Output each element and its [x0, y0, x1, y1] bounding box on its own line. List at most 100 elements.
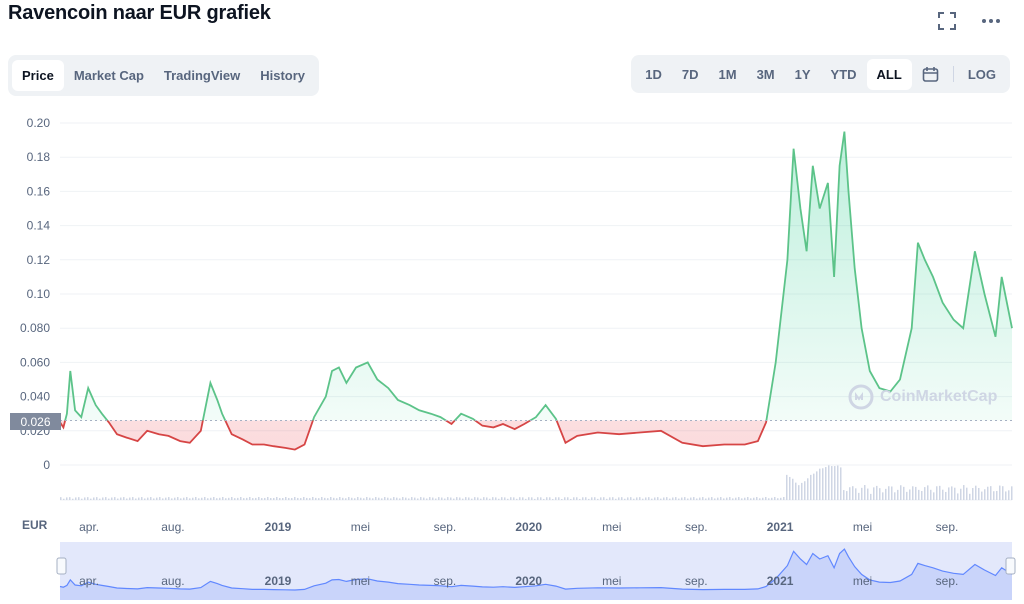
volume-bar	[537, 497, 539, 500]
volume-bar	[861, 487, 863, 500]
volume-bar	[714, 498, 716, 500]
volume-bar	[462, 498, 464, 500]
volume-bar	[72, 498, 74, 500]
tab-tradingview[interactable]: TradingView	[163, 68, 241, 83]
volume-bar	[828, 465, 830, 500]
volume-bar	[750, 498, 752, 500]
area-below-baseline	[60, 420, 767, 450]
range-3m[interactable]: 3M	[756, 66, 775, 82]
volume-bar	[216, 498, 218, 500]
volume-bar	[753, 497, 755, 500]
volume-bar	[138, 497, 140, 500]
volume-bar	[621, 497, 623, 500]
volume-bar	[774, 497, 776, 500]
x-tick-label: sep.	[434, 520, 457, 534]
x-tick-label: aug.	[161, 520, 184, 534]
navigator-x-label: sep.	[936, 574, 959, 588]
volume-bar	[963, 485, 965, 500]
range-ytd[interactable]: YTD	[830, 66, 857, 82]
volume-bar	[915, 486, 917, 500]
volume-bar	[804, 481, 806, 500]
volume-bar	[291, 498, 293, 500]
volume-bar	[531, 497, 533, 500]
range-1y[interactable]: 1Y	[794, 66, 811, 82]
volume-bar	[231, 497, 233, 500]
volume-bar	[219, 497, 221, 500]
volume-bar	[87, 497, 89, 500]
navigator-x-label: 2019	[265, 574, 292, 588]
volume-bar	[342, 497, 344, 500]
volume-bar	[690, 497, 692, 500]
volume-bar	[798, 485, 800, 500]
volume-bar	[483, 497, 485, 500]
volume-bar	[345, 498, 347, 500]
tab-market-cap[interactable]: Market Cap	[73, 68, 144, 83]
volume-bar	[651, 498, 653, 500]
volume-bar	[351, 497, 353, 500]
volume-bar	[69, 497, 71, 500]
volume-bar	[894, 492, 896, 500]
volume-bar	[570, 498, 572, 500]
volume-bar	[876, 485, 878, 500]
volume-bar	[666, 497, 668, 500]
volume-bar	[957, 493, 959, 500]
volume-bar	[222, 497, 224, 500]
navigator-handle[interactable]	[1005, 557, 1016, 575]
volume-bar	[378, 497, 380, 500]
volume-bar	[225, 498, 227, 500]
log-scale-toggle[interactable]: LOG	[967, 66, 996, 82]
more-dots-icon[interactable]	[978, 8, 1004, 34]
navigator-x-label: mei	[853, 574, 872, 588]
volume-bar	[705, 498, 707, 500]
volume-bar	[279, 498, 281, 500]
volume-bar	[429, 497, 431, 500]
range-1m[interactable]: 1M	[718, 66, 737, 82]
volume-bar	[471, 498, 473, 500]
volume-bar	[144, 498, 146, 500]
tab-price[interactable]: Price	[12, 60, 64, 91]
volume-bar	[327, 498, 329, 500]
fullscreen-icon[interactable]	[934, 8, 960, 34]
volume-bar	[180, 498, 182, 500]
y-tick-label: 0.16	[27, 184, 51, 198]
volume-bar	[639, 497, 641, 500]
volume-bar	[612, 497, 614, 500]
volume-bar	[198, 498, 200, 500]
coinmarketcap-logo-icon	[848, 384, 874, 410]
volume-bar	[381, 498, 383, 500]
volume-bar	[927, 485, 929, 500]
volume-bar	[402, 497, 404, 500]
volume-bar	[738, 497, 740, 500]
volume-bar	[90, 498, 92, 500]
volume-bar	[825, 467, 827, 500]
price-chart[interactable]: 00.0200.0400.0600.0800.100.120.140.160.1…	[0, 100, 1024, 604]
volume-bar	[795, 482, 797, 500]
calendar-icon[interactable]	[912, 59, 949, 90]
watermark-text: CoinMarketCap	[880, 388, 998, 405]
navigator-x-label: 2020	[515, 574, 542, 588]
volume-bar	[453, 498, 455, 500]
range-all[interactable]: ALL	[866, 58, 912, 90]
volume-bar	[129, 497, 131, 500]
volume-bar	[507, 498, 509, 500]
range-1d[interactable]: 1D	[645, 66, 662, 82]
volume-bar	[213, 497, 215, 500]
y-tick-label: 0	[43, 458, 50, 472]
volume-bar	[486, 497, 488, 500]
volume-bar	[456, 497, 458, 500]
volume-bar	[735, 497, 737, 500]
volume-bar	[669, 498, 671, 500]
tab-history[interactable]: History	[260, 68, 306, 83]
volume-bar	[417, 498, 419, 500]
volume-bar	[747, 497, 749, 500]
volume-bar	[135, 498, 137, 500]
range-7d[interactable]: 7D	[681, 66, 699, 82]
volume-bar	[114, 497, 116, 500]
x-tick-label: sep.	[936, 520, 959, 534]
volume-bar	[96, 497, 98, 500]
range-divider	[952, 66, 954, 82]
volume-bar	[237, 497, 239, 500]
navigator-handle[interactable]	[56, 557, 67, 575]
volume-bar	[273, 497, 275, 500]
volume-bar	[414, 497, 416, 500]
